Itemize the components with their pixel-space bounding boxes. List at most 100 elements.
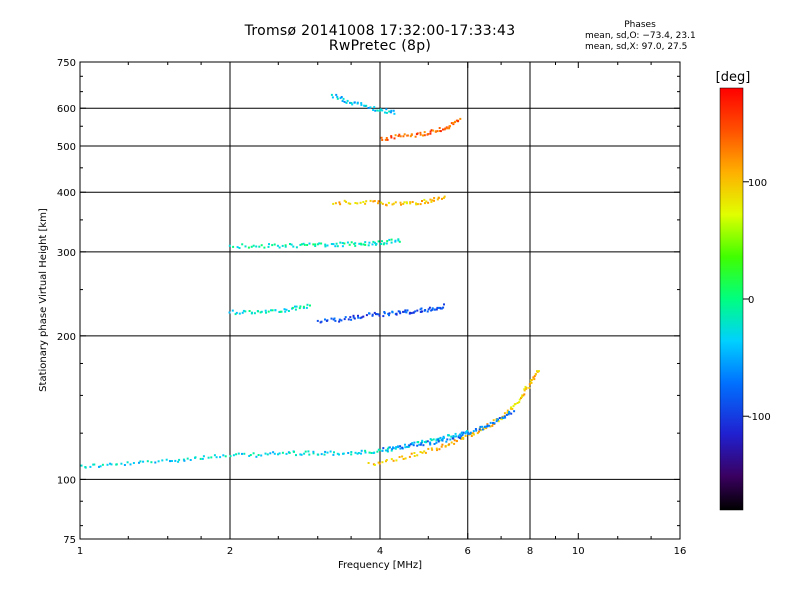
data-point	[316, 243, 319, 246]
data-point	[441, 437, 444, 440]
data-point	[344, 316, 347, 319]
data-point	[365, 200, 368, 203]
data-point	[260, 244, 263, 247]
data-point	[418, 443, 421, 446]
data-point	[427, 201, 430, 204]
data-point	[236, 246, 239, 249]
data-point	[336, 452, 339, 455]
data-point	[340, 96, 343, 98]
data-point	[252, 452, 255, 455]
data-point	[423, 131, 426, 134]
data-point	[429, 443, 432, 446]
data-point	[373, 200, 376, 202]
data-point	[222, 454, 225, 457]
data-point	[343, 199, 346, 202]
data-point	[378, 449, 381, 452]
data-point	[420, 442, 423, 445]
data-point	[464, 432, 467, 435]
data-point	[399, 447, 402, 450]
data-point	[376, 450, 379, 453]
data-point	[464, 434, 467, 437]
data-point	[299, 305, 302, 308]
data-point	[378, 462, 381, 465]
data-point	[452, 437, 455, 440]
data-point	[375, 313, 378, 316]
data-point	[349, 316, 352, 319]
y-tick-label: 500	[57, 142, 76, 153]
data-point	[345, 101, 348, 104]
data-point	[537, 370, 540, 373]
data-point	[442, 128, 444, 131]
data-point	[324, 318, 326, 321]
data-point	[390, 449, 393, 452]
data-point	[383, 242, 386, 245]
data-point	[343, 242, 346, 245]
axis-ticks: 1 2 4 6 8 10 16 75 100 200 300 400 500 600 750	[57, 58, 686, 557]
data-point	[532, 376, 535, 379]
data-point	[427, 133, 430, 135]
data-point	[219, 456, 222, 459]
data-point	[455, 435, 458, 438]
data-point	[419, 203, 422, 206]
data-point	[98, 465, 100, 468]
data-point	[258, 245, 261, 248]
data-point	[469, 431, 472, 434]
data-point	[460, 435, 463, 438]
data-point	[340, 319, 343, 322]
data-point	[439, 436, 442, 439]
data-point	[404, 446, 407, 449]
data-point	[394, 134, 397, 137]
data-point	[419, 451, 422, 453]
data-point	[284, 245, 287, 248]
data-point	[386, 447, 389, 450]
data-point	[347, 452, 350, 454]
data-point	[419, 443, 422, 446]
data-point	[339, 97, 342, 100]
data-point	[397, 238, 400, 241]
data-point	[401, 455, 404, 458]
data-point	[391, 203, 394, 206]
data-point	[248, 310, 251, 312]
data-point	[390, 241, 393, 244]
data-point	[132, 462, 135, 464]
data-point	[427, 447, 430, 450]
data-point	[397, 239, 400, 242]
data-point	[360, 102, 363, 105]
data-point	[406, 309, 409, 312]
data-point	[443, 303, 445, 306]
data-point	[390, 109, 393, 112]
data-point	[324, 245, 327, 248]
data-point	[269, 452, 272, 455]
data-point	[435, 439, 438, 442]
data-point	[412, 444, 415, 447]
data-point	[356, 452, 359, 455]
data-point	[273, 452, 276, 455]
data-point	[295, 246, 298, 249]
data-point	[415, 202, 417, 205]
data-point	[330, 317, 333, 320]
data-point	[342, 452, 345, 455]
data-point	[386, 138, 389, 141]
data-point	[336, 97, 339, 100]
data-point	[448, 434, 450, 437]
data-point	[264, 452, 267, 455]
data-point	[395, 459, 398, 462]
data-point	[397, 135, 400, 137]
data-point	[354, 202, 357, 204]
data-point	[109, 462, 112, 465]
data-point	[360, 103, 363, 106]
data-point	[423, 441, 426, 443]
y-tick-label: 750	[57, 58, 76, 69]
data-point	[80, 464, 83, 467]
data-point	[360, 452, 362, 455]
data-point	[509, 407, 512, 410]
data-point	[268, 243, 270, 246]
data-point	[404, 457, 407, 460]
data-point	[99, 465, 102, 468]
data-point	[320, 453, 323, 456]
data-point	[238, 247, 241, 249]
data-point	[423, 450, 426, 453]
data-point	[466, 430, 469, 433]
data-point	[391, 448, 394, 451]
